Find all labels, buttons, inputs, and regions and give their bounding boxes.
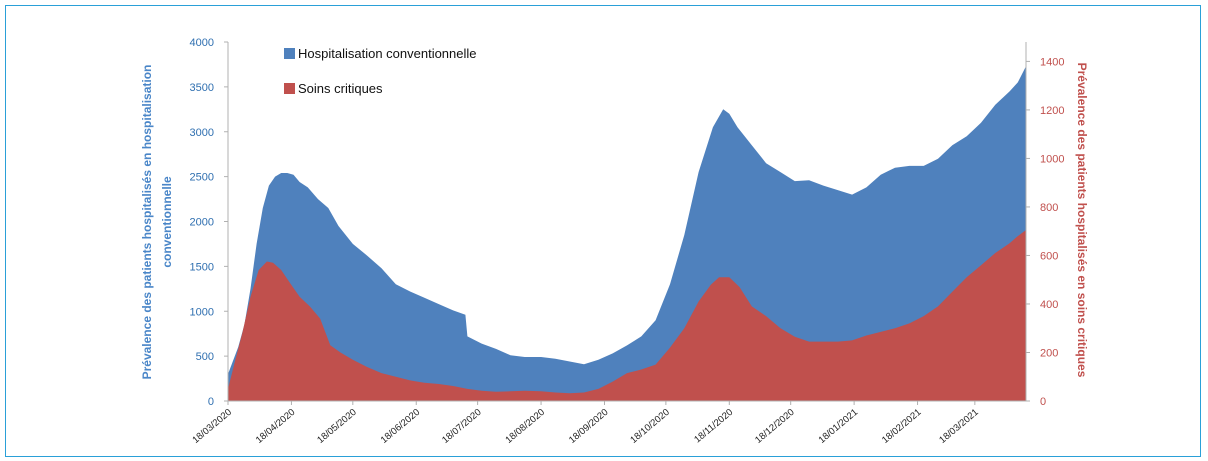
x-tick-label: 18/11/2020 bbox=[692, 407, 735, 446]
y-right-tick-label: 800 bbox=[1040, 202, 1058, 214]
x-tick-label: 18/02/2021 bbox=[880, 407, 923, 446]
x-tick-label: 18/05/2020 bbox=[315, 407, 358, 446]
y-right-tick-label: 200 bbox=[1040, 347, 1058, 359]
legend-label-soins-critiques: Soins critiques bbox=[298, 81, 383, 96]
area-series-soins-critiques bbox=[228, 230, 1026, 401]
x-tick-label: 18/01/2021 bbox=[817, 407, 860, 446]
x-tick-label: 18/10/2020 bbox=[628, 407, 671, 446]
y-axis-label-right: Prévalence des patients hospitalisés en … bbox=[1075, 63, 1089, 378]
x-tick-label: 18/03/2021 bbox=[937, 407, 980, 446]
y-right-tick-label: 1400 bbox=[1040, 56, 1064, 68]
y-left-tick-label: 500 bbox=[196, 351, 214, 363]
x-tick-label: 18/06/2020 bbox=[379, 407, 422, 446]
area-series-hospitalisation-conventionnelle bbox=[228, 66, 1026, 401]
legend-swatch-soins-critiques bbox=[284, 83, 295, 94]
y-left-tick-label: 2500 bbox=[190, 172, 214, 184]
x-tick-label: 18/03/2020 bbox=[190, 407, 233, 446]
legend-label-hospitalisation: Hospitalisation conventionnelle bbox=[298, 46, 477, 61]
y-left-tick-label: 2000 bbox=[190, 217, 214, 229]
legend-swatch-hospitalisation bbox=[284, 48, 295, 59]
y-left-tick-label: 3500 bbox=[190, 82, 214, 94]
x-tick-label: 18/04/2020 bbox=[254, 407, 297, 446]
y-right-tick-label: 0 bbox=[1040, 396, 1046, 408]
y-axis-label-left-line1: Prévalence des patients hospitalisés en … bbox=[140, 65, 154, 380]
y-left-tick-label: 1500 bbox=[190, 261, 214, 273]
y-right-tick-label: 1000 bbox=[1040, 153, 1064, 165]
x-tick-label: 18/07/2020 bbox=[440, 407, 483, 446]
y-right-tick-label: 1200 bbox=[1040, 105, 1064, 117]
x-tick-label: 18/12/2020 bbox=[753, 407, 796, 446]
y-left-tick-label: 4000 bbox=[190, 37, 214, 49]
y-axis-label-left-line2: conventionnelle bbox=[160, 176, 174, 268]
y-left-tick-label: 3000 bbox=[190, 127, 214, 139]
y-right-tick-label: 400 bbox=[1040, 299, 1058, 311]
x-tick-label: 18/08/2020 bbox=[503, 407, 546, 446]
y-right-tick-label: 600 bbox=[1040, 250, 1058, 262]
y-left-tick-label: 1000 bbox=[190, 306, 214, 318]
plot-areas bbox=[228, 66, 1026, 401]
legend: Hospitalisation conventionnelle Soins cr… bbox=[284, 46, 477, 96]
x-tick-label: 18/09/2020 bbox=[567, 407, 610, 446]
y-left-tick-label: 0 bbox=[208, 396, 214, 408]
